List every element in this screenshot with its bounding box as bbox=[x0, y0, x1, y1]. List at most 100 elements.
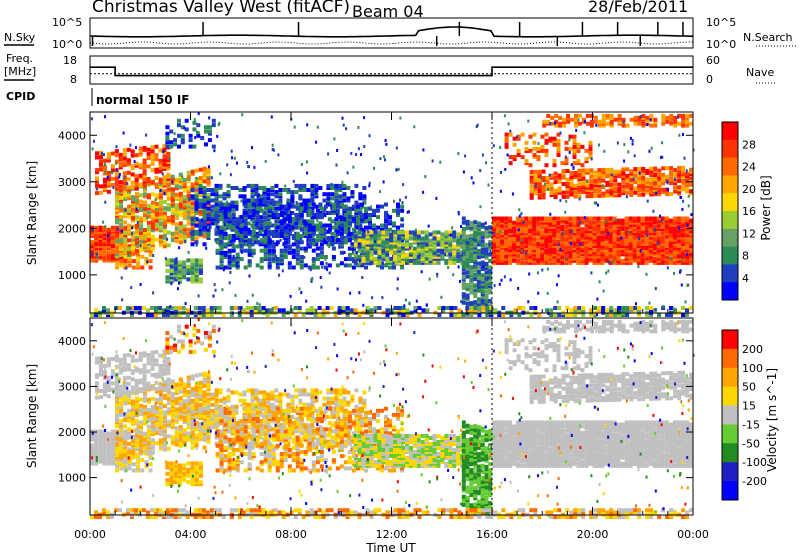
power-cell bbox=[440, 248, 445, 253]
power-cell bbox=[604, 220, 607, 224]
power-cell bbox=[628, 218, 633, 223]
power-cell bbox=[282, 227, 287, 232]
power-cell bbox=[508, 231, 513, 236]
power-cell bbox=[612, 244, 617, 248]
power-cell bbox=[267, 238, 272, 243]
power-cell bbox=[616, 254, 621, 259]
power-cell bbox=[174, 213, 179, 218]
power-cell bbox=[186, 210, 191, 215]
power-cell bbox=[569, 188, 574, 193]
power-cell bbox=[452, 254, 457, 259]
power-cell bbox=[295, 206, 300, 211]
power-cell bbox=[677, 165, 682, 170]
power-cell bbox=[645, 184, 650, 188]
power-cell bbox=[564, 257, 567, 261]
power-cell bbox=[154, 195, 159, 200]
power-cell bbox=[146, 216, 149, 220]
power-cell bbox=[250, 242, 255, 247]
power-cell bbox=[448, 248, 453, 253]
power-cell bbox=[306, 219, 311, 224]
power-cell bbox=[496, 252, 500, 257]
power-cell bbox=[549, 313, 554, 317]
power-cell bbox=[158, 207, 163, 212]
power-cell bbox=[279, 231, 284, 236]
power-cell bbox=[215, 219, 220, 224]
power-cell bbox=[532, 237, 537, 242]
power-cell bbox=[158, 213, 163, 218]
power-cell bbox=[154, 208, 159, 213]
power-cell bbox=[660, 235, 665, 240]
power-cell bbox=[341, 308, 346, 313]
power-cell bbox=[166, 155, 171, 160]
power-cell bbox=[577, 308, 582, 313]
power-cell bbox=[527, 119, 530, 123]
power-cell bbox=[217, 306, 222, 310]
power-cell bbox=[358, 211, 363, 215]
power-cell bbox=[548, 254, 553, 259]
power-cell bbox=[597, 174, 602, 179]
power-cell bbox=[209, 225, 212, 229]
power-cell bbox=[644, 241, 649, 246]
power-cell bbox=[335, 202, 340, 207]
power-cell bbox=[428, 238, 433, 243]
power-cell bbox=[150, 168, 155, 173]
power-cell bbox=[480, 260, 485, 265]
power-cell bbox=[196, 133, 201, 138]
power-cell bbox=[580, 260, 585, 265]
power-cell bbox=[504, 220, 509, 225]
power-cell bbox=[492, 254, 496, 259]
power-cell bbox=[512, 220, 517, 225]
power-cell bbox=[170, 195, 175, 200]
power-cell bbox=[556, 222, 561, 227]
power-cell bbox=[532, 140, 537, 145]
power-cell bbox=[153, 306, 158, 310]
power-cell bbox=[198, 277, 203, 282]
power-cell bbox=[366, 254, 369, 258]
power-cell bbox=[357, 244, 362, 249]
power-cell bbox=[624, 229, 629, 234]
power-cell bbox=[353, 242, 358, 247]
power-cell bbox=[620, 218, 625, 223]
noise-tick-left-top: 10^5 bbox=[52, 16, 82, 29]
power-cell bbox=[119, 248, 124, 253]
power-cell bbox=[243, 221, 248, 226]
power-cell bbox=[295, 202, 300, 207]
power-cell bbox=[609, 182, 614, 187]
power-cell bbox=[596, 216, 601, 221]
power-cell bbox=[90, 248, 94, 253]
power-cell bbox=[640, 227, 645, 232]
power-cell bbox=[214, 202, 219, 207]
power-cell bbox=[596, 248, 601, 253]
power-cell bbox=[685, 241, 689, 246]
power-cell bbox=[173, 313, 178, 317]
power-cell bbox=[564, 239, 569, 244]
power-cell bbox=[177, 123, 181, 128]
power-cell bbox=[629, 184, 634, 189]
power-cell bbox=[202, 186, 207, 190]
power-cell bbox=[558, 121, 563, 126]
power-cell bbox=[376, 225, 380, 230]
power-cell bbox=[625, 306, 630, 310]
power-cell bbox=[405, 236, 409, 241]
power-cell bbox=[279, 252, 284, 257]
power-cell bbox=[122, 156, 127, 161]
power-cell bbox=[130, 153, 135, 158]
power-cell bbox=[227, 225, 232, 230]
power-cell bbox=[165, 140, 170, 145]
power-cell bbox=[548, 252, 553, 257]
power-cell bbox=[528, 148, 533, 153]
power-cell bbox=[365, 240, 370, 245]
power-cell bbox=[283, 236, 288, 241]
power-cell bbox=[227, 250, 232, 255]
power-cell bbox=[664, 229, 669, 234]
power-cell bbox=[621, 191, 626, 196]
power-cell bbox=[112, 186, 115, 189]
power-cell bbox=[202, 211, 207, 215]
power-cell bbox=[347, 252, 352, 257]
power-cell bbox=[165, 306, 170, 310]
power-cell bbox=[274, 190, 279, 195]
power-cell bbox=[259, 240, 264, 245]
power-cell bbox=[236, 161, 238, 165]
power-cell bbox=[278, 194, 283, 199]
power-cell bbox=[676, 237, 681, 242]
